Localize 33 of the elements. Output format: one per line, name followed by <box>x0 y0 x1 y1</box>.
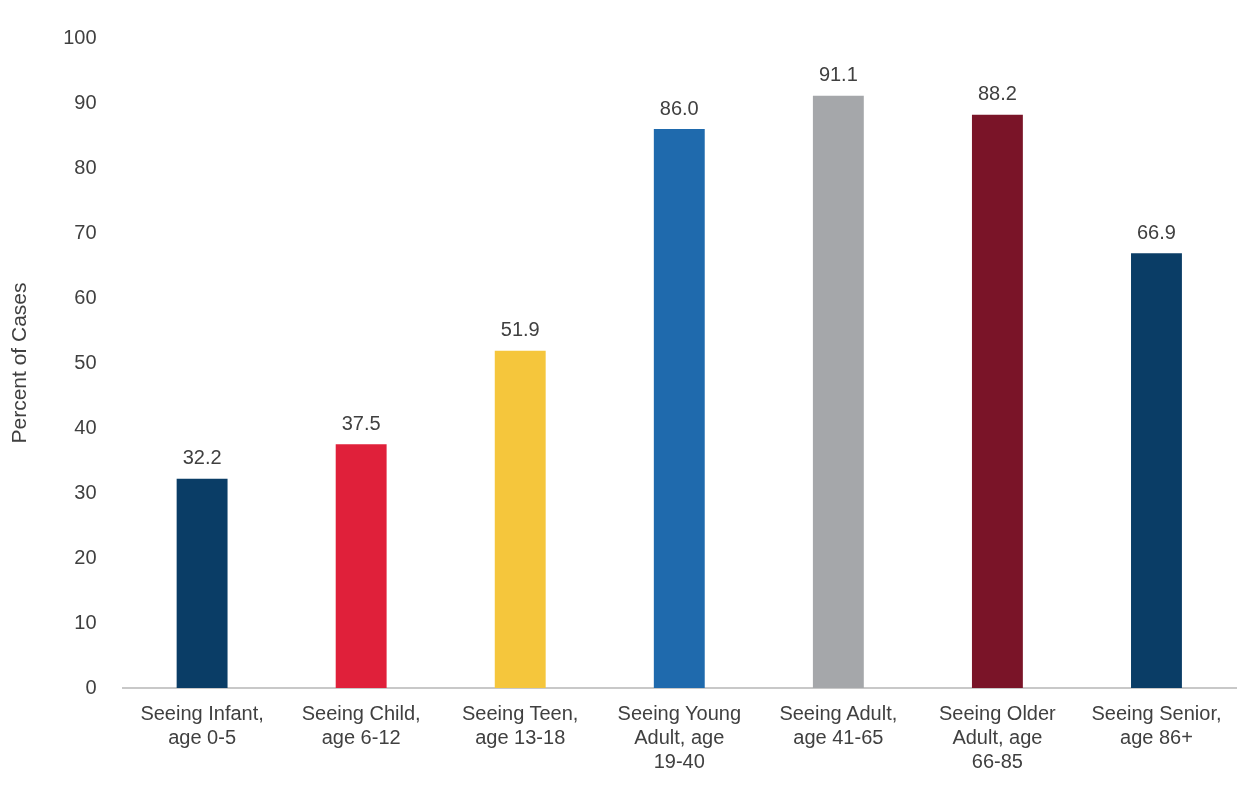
data-label: 32.2 <box>182 446 222 469</box>
y-tick-label: 100 <box>63 25 97 48</box>
x-tick-label: Seeing Adult, age 41-65 <box>779 701 898 748</box>
y-tick-label: 10 <box>74 610 97 633</box>
y-tick-label: 60 <box>74 285 97 308</box>
y-tick-label: 50 <box>74 350 97 373</box>
y-tick-label: 70 <box>74 220 97 243</box>
bar <box>971 114 1023 688</box>
data-label: 88.2 <box>977 82 1017 105</box>
y-tick-label: 80 <box>74 155 97 178</box>
bar <box>812 95 864 688</box>
bar <box>653 129 705 688</box>
data-label: 91.1 <box>818 63 858 86</box>
x-tick-label: Seeing Senior, age 86+ <box>1091 701 1222 748</box>
x-tick-label: Seeing Young Adult, age 19-40 <box>617 701 742 772</box>
data-label: 66.9 <box>1137 220 1176 243</box>
bar <box>1131 253 1182 688</box>
x-tick-label: Seeing Child, age 6-12 <box>301 701 421 748</box>
data-label: 86.0 <box>659 96 699 119</box>
data-label: 51.9 <box>500 318 540 341</box>
x-tick-label: Seeing Teen, age 13-18 <box>462 701 579 748</box>
y-tick-label: 40 <box>74 415 97 438</box>
y-tick-label: 20 <box>74 545 97 568</box>
y-tick-label: 30 <box>74 480 97 503</box>
y-tick-label: 0 <box>85 675 97 698</box>
bar <box>335 444 387 688</box>
y-axis-title: Percent of Cases <box>7 282 31 444</box>
x-tick-label: Seeing Older Adult, age 66-85 <box>939 701 1057 772</box>
data-label: 37.5 <box>341 411 381 434</box>
x-tick-label: Seeing Infant, age 0-5 <box>140 701 264 748</box>
bar <box>176 478 228 688</box>
bar <box>494 350 546 688</box>
y-tick-label: 90 <box>74 90 97 113</box>
